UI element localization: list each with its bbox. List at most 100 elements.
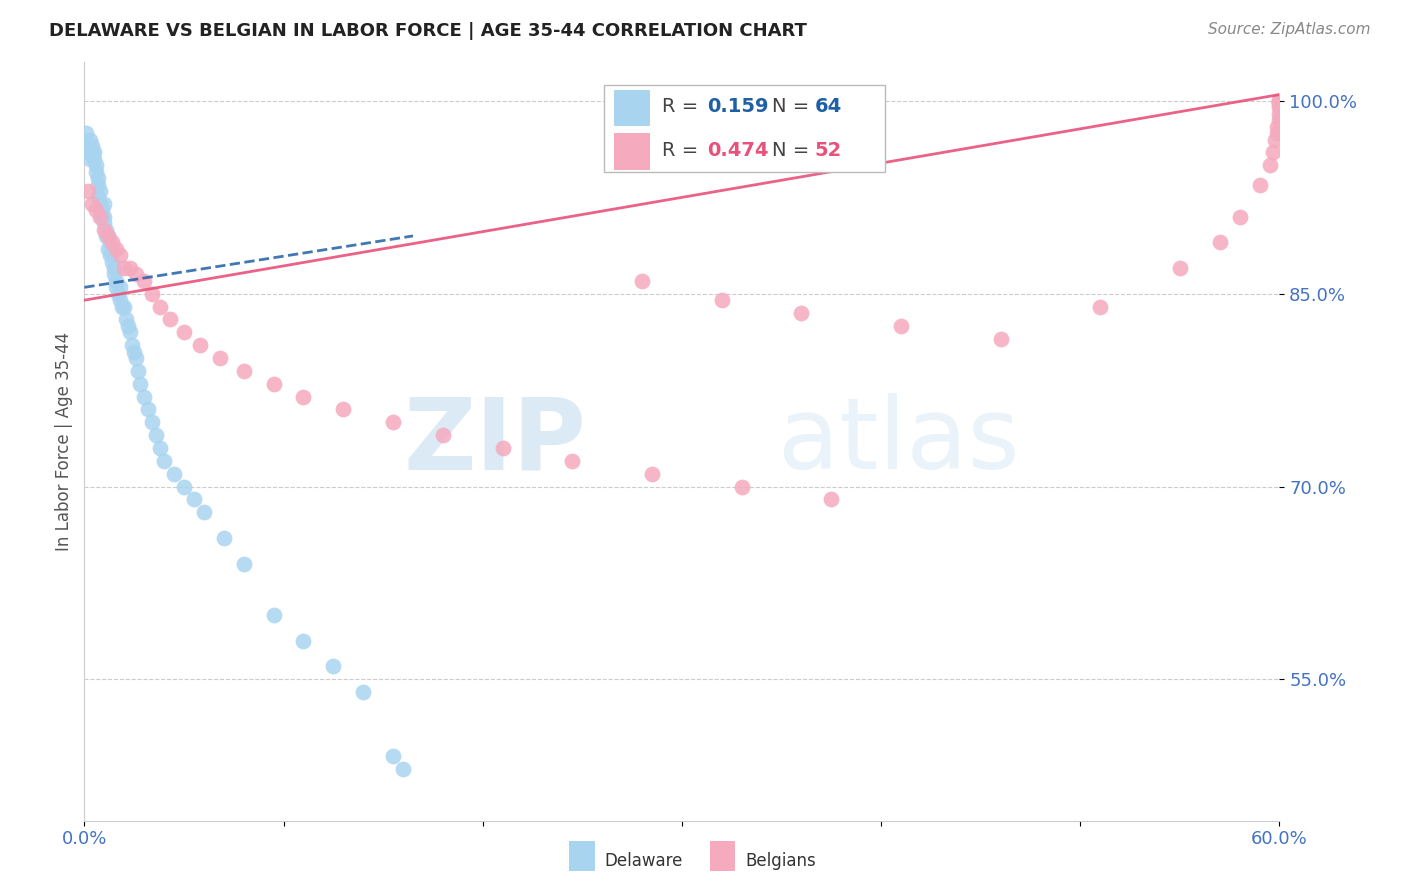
Point <box>82 145 104 160</box>
Point <box>173 326 195 340</box>
Point <box>1264 132 1286 146</box>
Text: Source: ZipAtlas.com: Source: ZipAtlas.com <box>1208 22 1371 37</box>
Point <box>263 376 285 391</box>
Point <box>82 196 104 211</box>
Point <box>75 126 97 140</box>
Point <box>101 235 124 250</box>
Point <box>97 228 120 243</box>
Point <box>125 351 148 365</box>
Point <box>392 762 415 776</box>
Point <box>208 351 231 365</box>
Text: 64: 64 <box>814 97 842 116</box>
Point <box>183 492 205 507</box>
Point <box>129 376 152 391</box>
Point <box>149 441 172 455</box>
Point <box>1268 107 1291 121</box>
Point <box>89 184 111 198</box>
Point <box>136 402 159 417</box>
Point <box>93 222 115 236</box>
Point <box>232 364 254 378</box>
Point <box>98 235 121 250</box>
Point <box>82 139 104 153</box>
Point <box>86 158 108 172</box>
Point <box>990 332 1012 346</box>
Point <box>79 132 101 146</box>
Point <box>110 293 132 308</box>
Point <box>1268 94 1291 108</box>
Point <box>103 268 125 282</box>
Point <box>112 261 135 276</box>
Point <box>1258 158 1281 172</box>
Point <box>79 152 101 166</box>
Point <box>731 479 754 493</box>
Point <box>432 428 454 442</box>
Point <box>121 338 143 352</box>
Point <box>492 441 515 455</box>
Point <box>1168 261 1191 276</box>
Text: N =: N = <box>772 141 815 160</box>
Text: DELAWARE VS BELGIAN IN LABOR FORCE | AGE 35-44 CORRELATION CHART: DELAWARE VS BELGIAN IN LABOR FORCE | AGE… <box>49 22 807 40</box>
Point <box>292 390 315 404</box>
Point <box>96 222 118 236</box>
Point <box>132 390 156 404</box>
Point <box>125 268 148 282</box>
Point <box>93 196 115 211</box>
Point <box>790 306 813 320</box>
Point <box>193 505 215 519</box>
Point <box>1229 210 1251 224</box>
Point <box>145 428 167 442</box>
Point <box>105 242 128 256</box>
Point <box>110 280 132 294</box>
Point <box>103 261 125 276</box>
Point <box>91 210 114 224</box>
Text: Delaware: Delaware <box>605 852 683 870</box>
Text: 52: 52 <box>814 141 842 160</box>
Point <box>110 248 132 262</box>
Point <box>89 196 111 211</box>
Text: atlas: atlas <box>778 393 1019 490</box>
Point <box>115 312 138 326</box>
Point <box>1268 100 1291 114</box>
Point <box>1268 96 1291 111</box>
Point <box>149 300 172 314</box>
Point <box>91 203 114 218</box>
Point <box>159 312 181 326</box>
Point <box>86 164 108 178</box>
Point <box>890 318 912 333</box>
Bar <box>614 134 650 169</box>
Point <box>332 402 354 417</box>
Point <box>87 171 110 186</box>
Y-axis label: In Labor Force | Age 35-44: In Labor Force | Age 35-44 <box>55 332 73 551</box>
Point <box>212 531 235 545</box>
Point <box>97 242 120 256</box>
Text: R =: R = <box>662 141 704 160</box>
Point <box>1268 113 1291 128</box>
Point <box>77 139 100 153</box>
Point <box>86 203 108 218</box>
Point <box>631 274 654 288</box>
Point <box>263 607 285 622</box>
Point <box>93 210 115 224</box>
Point <box>96 228 118 243</box>
Point <box>141 415 163 429</box>
Point <box>1268 94 1291 108</box>
Text: Belgians: Belgians <box>745 852 815 870</box>
Point <box>1267 126 1289 140</box>
FancyBboxPatch shape <box>605 85 886 172</box>
Text: 0.159: 0.159 <box>707 97 769 116</box>
Point <box>173 479 195 493</box>
Point <box>111 300 134 314</box>
Point <box>107 286 129 301</box>
Point <box>127 364 149 378</box>
Point <box>120 326 142 340</box>
Point <box>101 254 124 268</box>
Point <box>1090 300 1112 314</box>
Point <box>1209 235 1232 250</box>
Point <box>122 344 145 359</box>
Point <box>132 274 156 288</box>
Point <box>382 749 405 764</box>
Point <box>641 467 664 481</box>
Point <box>820 492 842 507</box>
Point <box>117 318 139 333</box>
Point <box>112 300 135 314</box>
